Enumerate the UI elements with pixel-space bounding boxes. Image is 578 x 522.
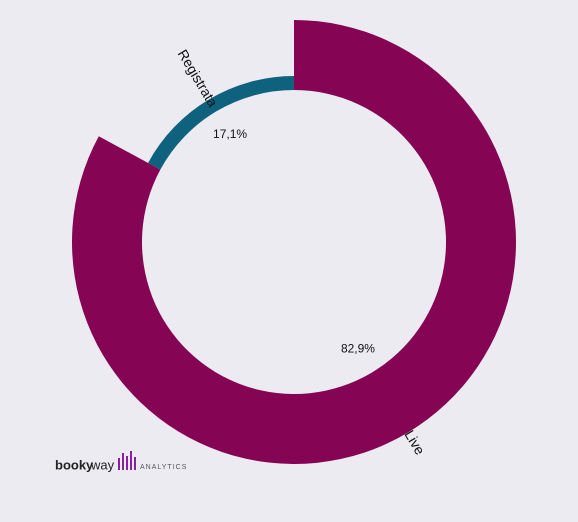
donut-segment [148, 75, 294, 170]
logo-bar [118, 458, 120, 470]
logo-bar [122, 453, 124, 470]
logo-tagline: ANALYTICS [140, 464, 187, 471]
logo-bold: booky [55, 457, 94, 472]
value-label: 82,9% [341, 342, 375, 356]
logo-bar [126, 456, 128, 470]
logo-bar [134, 457, 136, 470]
donut-segment [72, 20, 517, 465]
value-label: 17,1% [213, 127, 247, 141]
logo-light: way [90, 457, 115, 472]
logo-bar [130, 451, 132, 470]
logo: booky way ANALYTICS [55, 451, 187, 472]
